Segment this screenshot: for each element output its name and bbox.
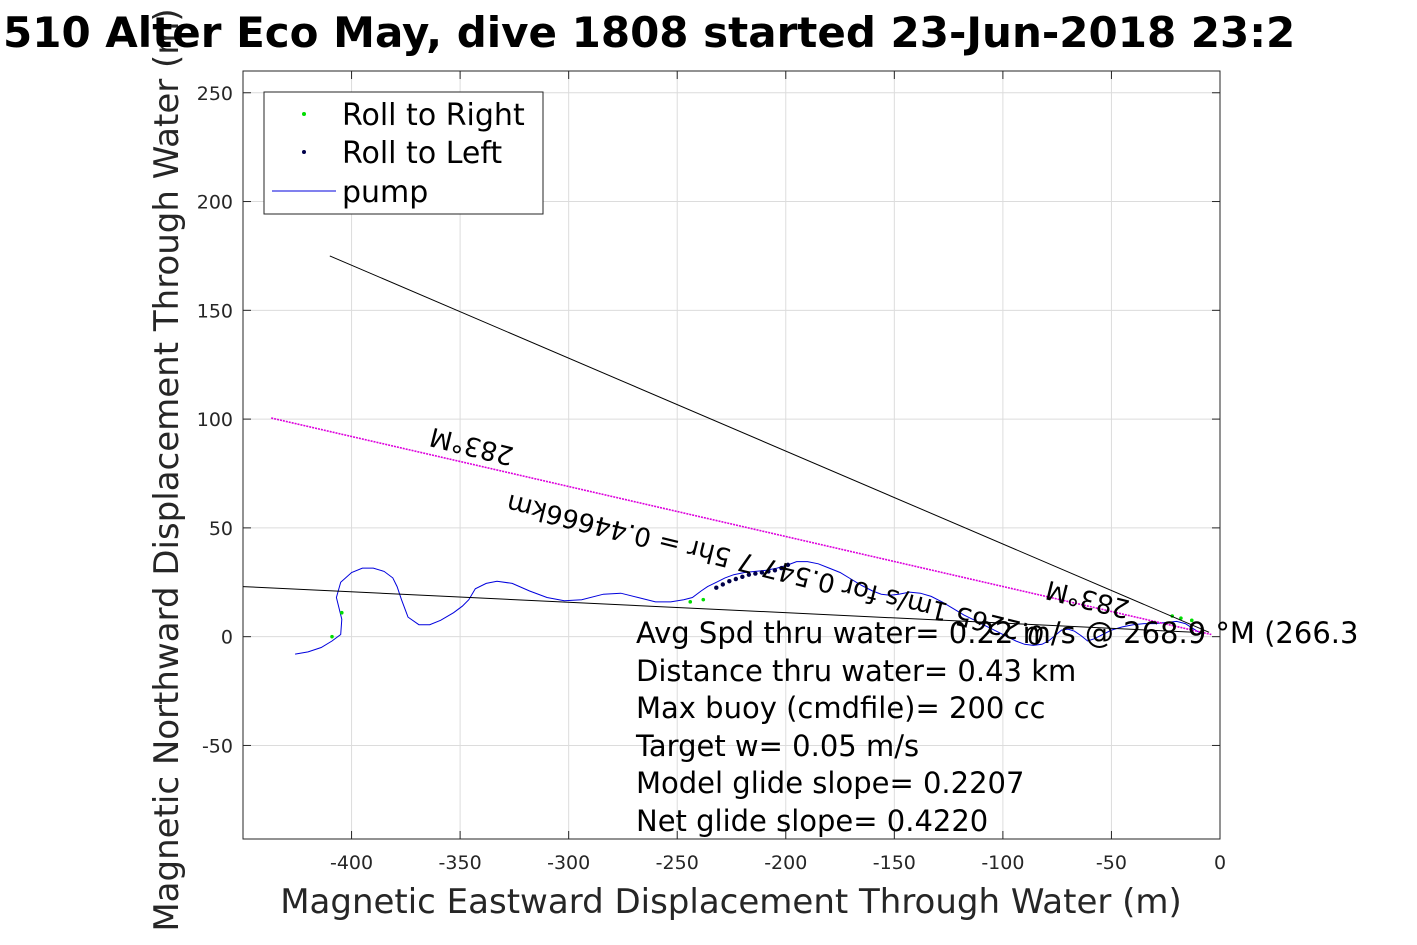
x-tick-label: -400: [330, 852, 373, 874]
roll-left-point: [779, 565, 784, 571]
distance-text: Distance thru water= 0.43 km: [636, 654, 1076, 688]
x-axis-label: Magnetic Eastward Displacement Through W…: [280, 882, 1182, 922]
legend-label-roll-right: Roll to Right: [342, 98, 525, 133]
x-tick-label: -50: [1096, 852, 1127, 874]
roll-left-point: [772, 568, 778, 573]
roll-right-point: [701, 597, 706, 602]
roll-left-point: [720, 582, 726, 587]
x-tick-label: -300: [547, 852, 590, 874]
roll-left-point: [785, 562, 791, 568]
roll-left-point: [759, 570, 765, 575]
reference-line-shallow: [242, 586, 1194, 633]
data-marks: [242, 255, 1212, 655]
roll-left-point: [746, 572, 752, 577]
legend-label-pump: pump: [342, 175, 428, 210]
avg-speed-text: Avg Spd thru water= 0.22 m/s @ 268.9 °M …: [636, 616, 1358, 650]
pump-track-line: [295, 561, 1203, 655]
y-tick-label: 0: [221, 627, 233, 649]
roll-right-point: [1189, 618, 1194, 623]
legend: Roll to Right Roll to Left pump: [263, 91, 544, 215]
x-tick-label: -100: [981, 852, 1024, 874]
legend-label-roll-left: Roll to Left: [342, 136, 502, 171]
target-w-text: Target w= 0.05 m/s: [635, 729, 919, 763]
y-axis-label: Magnetic Northward Displacement Through …: [147, 8, 187, 931]
reference-line-steep: [329, 255, 1210, 633]
max-buoy-text: Max buoy (cmdfile)= 200 cc: [636, 691, 1045, 725]
roll-left-point: [753, 571, 758, 576]
axis-ticks: -400 -350 -300 -250 -200 -150 -100 -50 0 -50 0 50 10…: [197, 71, 1226, 874]
y-tick-label: 200: [197, 192, 233, 214]
legend-box: [263, 91, 544, 215]
roll-left-point: [740, 574, 745, 580]
x-tick-label: 0: [1214, 852, 1226, 874]
x-tick-label: -350: [439, 852, 482, 874]
roll-left-point: [766, 569, 771, 574]
plot-frame: [242, 70, 1221, 840]
roll-right-point: [688, 600, 693, 604]
roll-right-point: [339, 610, 344, 615]
x-tick-label: -250: [656, 852, 699, 874]
legend-marker-roll-right: [302, 112, 306, 116]
x-tick-label: -200: [764, 852, 807, 874]
roll-right-point: [330, 634, 334, 639]
x-tick-label: -150: [873, 852, 916, 874]
y-tick-label: -50: [202, 735, 233, 757]
roll-right-point: [1179, 616, 1183, 620]
model-glide-text: Model glide slope= 0.2207: [636, 766, 1024, 800]
y-tick-label: 150: [197, 300, 233, 322]
legend-marker-roll-left: [302, 150, 306, 154]
chart-title: 510 Alter Eco May, dive 1808 started 23-…: [3, 8, 1295, 57]
roll-left-point: [733, 576, 739, 582]
roll-left-point: [714, 585, 719, 590]
y-tick-label: 100: [197, 409, 233, 431]
net-glide-text: Net glide slope= 0.4220: [636, 804, 988, 838]
roll-left-point: [727, 578, 732, 584]
heading-line-magenta: [271, 417, 1212, 636]
y-tick-label: 250: [197, 83, 233, 105]
y-tick-label: 50: [209, 518, 233, 540]
